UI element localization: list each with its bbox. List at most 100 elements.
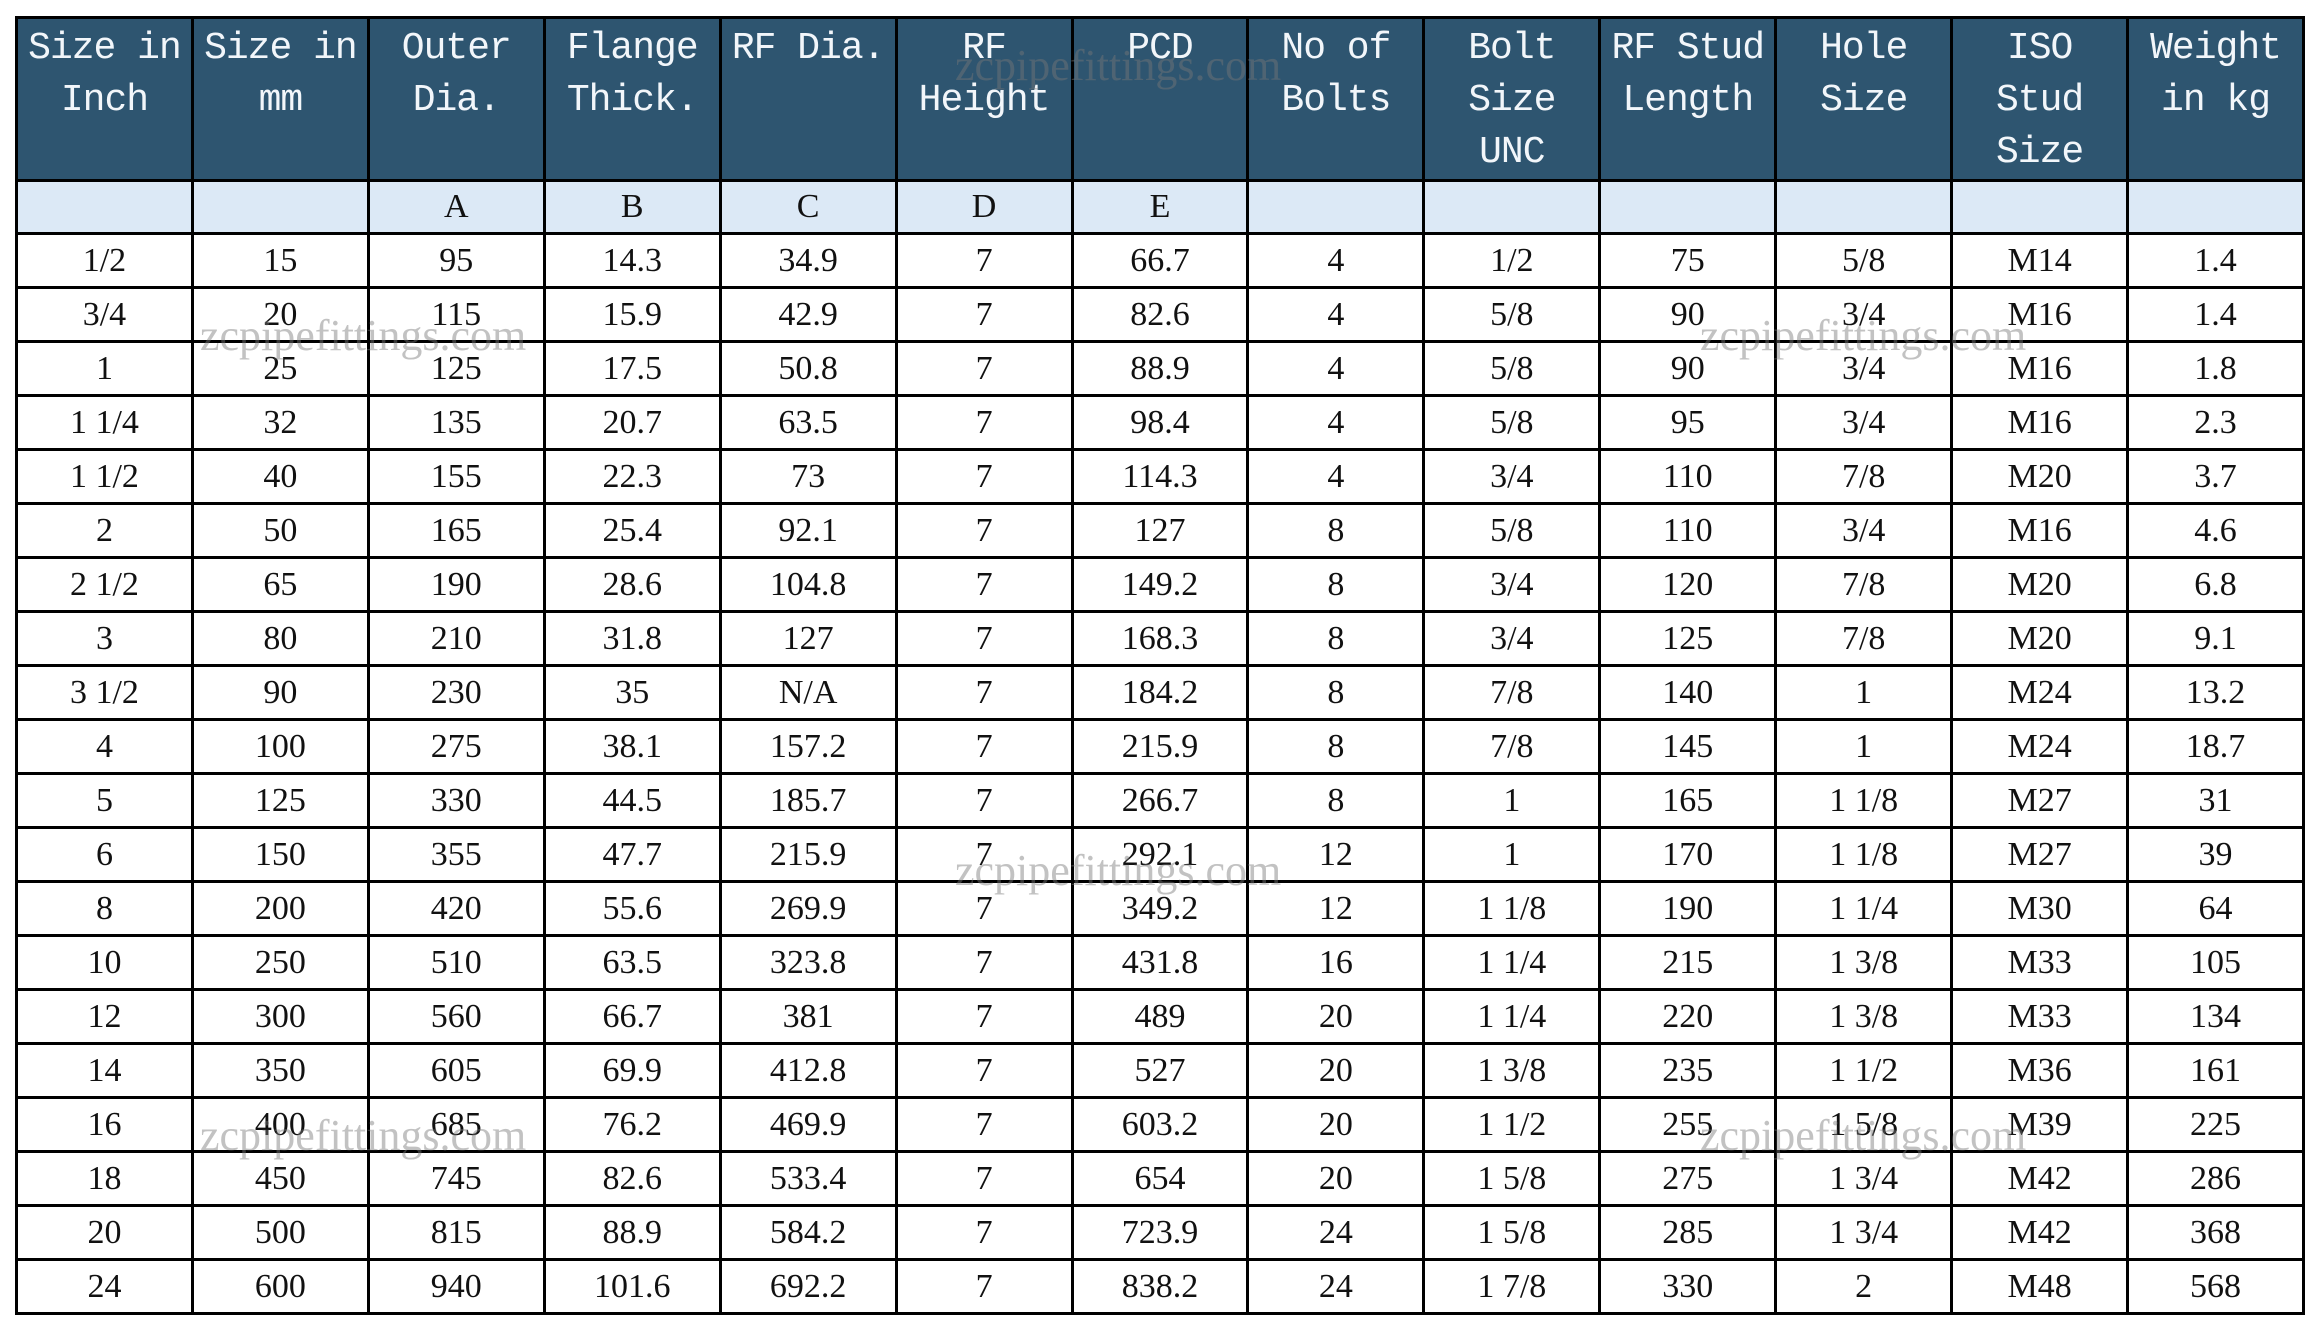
table-cell: M27	[1950, 826, 2130, 883]
table-cell: 200	[190, 880, 370, 937]
table-cell: 7	[894, 1204, 1074, 1261]
table-cell: 88.9	[542, 1204, 722, 1261]
table-cell: 500	[190, 1204, 370, 1261]
table-cell: 32	[190, 394, 370, 451]
table-row: 3/4 20 115 15.9 42.9 7 82.6 4 5/8 90 3/4 M16 1.4	[15, 286, 2305, 343]
table-row: 14 350 605 69.9 412.8 7 527 20 1 3/8 235 1 1/2 M36 1…	[15, 1042, 2305, 1099]
table-cell: 1 3/8	[1774, 934, 1954, 991]
table-cell: 533.4	[718, 1150, 898, 1207]
table-cell: 95	[1598, 394, 1778, 451]
table-cell: 18	[15, 1150, 194, 1207]
table-cell: M36	[1950, 1042, 2130, 1099]
table-cell: 190	[366, 556, 546, 613]
table-cell: 300	[190, 988, 370, 1045]
table-cell: 1	[15, 340, 194, 397]
table-cell: 145	[1598, 718, 1778, 775]
table-cell: 7	[894, 664, 1074, 721]
table-cell: 22.3	[542, 448, 722, 505]
table-cell: 125	[190, 772, 370, 829]
table-cell: 50	[190, 502, 370, 559]
table-cell: M48	[1950, 1258, 2130, 1315]
table-cell: M30	[1950, 880, 2130, 937]
table-cell: 1.4	[2126, 286, 2305, 343]
column-header: RF Height	[894, 16, 1074, 182]
table-cell: 1	[1422, 826, 1602, 883]
table-row: 12 300 560 66.7 381 7 489 20 1 1/4 220 1 3/8 M33 134	[15, 988, 2305, 1045]
table-cell: 168.3	[1070, 610, 1250, 667]
column-header: ISO Stud Size	[1950, 16, 2130, 182]
table-cell: 215	[1598, 934, 1778, 991]
table-cell: 255	[1598, 1096, 1778, 1153]
table-cell: 7/8	[1774, 556, 1954, 613]
table-cell: 66.7	[542, 988, 722, 1045]
table-cell: 1 3/8	[1774, 988, 1954, 1045]
table-cell: 20	[1246, 988, 1426, 1045]
table-cell: 28.6	[542, 556, 722, 613]
table-cell: M16	[1950, 340, 2130, 397]
table-cell: 38.1	[542, 718, 722, 775]
table-cell: 8	[15, 880, 194, 937]
table-cell: 16	[1246, 934, 1426, 991]
table-cell: 157.2	[718, 718, 898, 775]
table-cell: 3/4	[15, 286, 194, 343]
table-cell: 4	[15, 718, 194, 775]
table-cell: 20	[190, 286, 370, 343]
table-row: 24 600 940 101.6 692.2 7 838.2 24 1 7/8 330 2 M48 56…	[15, 1258, 2305, 1315]
table-cell: 1.4	[2126, 232, 2305, 289]
table-cell: 5/8	[1422, 394, 1602, 451]
table-cell: 31	[2126, 772, 2305, 829]
table-cell: 431.8	[1070, 934, 1250, 991]
dimension-letter: C	[718, 179, 898, 235]
table-cell: 266.7	[1070, 772, 1250, 829]
table-cell: 605	[366, 1042, 546, 1099]
table-cell: M24	[1950, 718, 2130, 775]
table-cell: 7/8	[1422, 718, 1602, 775]
table-cell: M39	[1950, 1096, 2130, 1153]
table-cell: 349.2	[1070, 880, 1250, 937]
table-cell: 39	[2126, 826, 2305, 883]
table-cell: 63.5	[718, 394, 898, 451]
table-cell: 355	[366, 826, 546, 883]
dimension-letter: B	[542, 179, 722, 235]
table-cell: 42.9	[718, 286, 898, 343]
table-cell: 3/4	[1774, 340, 1954, 397]
table-cell: 7	[894, 232, 1074, 289]
table-cell: 1	[1774, 664, 1954, 721]
table-cell: 47.7	[542, 826, 722, 883]
table-cell: 1 1/4	[1422, 988, 1602, 1045]
table-cell: 7	[894, 1096, 1074, 1153]
table-cell: M16	[1950, 286, 2130, 343]
table-cell: 1 7/8	[1422, 1258, 1602, 1315]
column-header: Hole Size	[1774, 16, 1954, 182]
table-cell: M14	[1950, 232, 2130, 289]
table-cell: 603.2	[1070, 1096, 1250, 1153]
table-cell: 20	[1246, 1042, 1426, 1099]
table-cell: 3.7	[2126, 448, 2305, 505]
table-cell: 7	[894, 1150, 1074, 1207]
table-cell: 110	[1598, 502, 1778, 559]
table-cell: 220	[1598, 988, 1778, 1045]
dimension-letter	[1422, 179, 1602, 235]
table-cell: 3/4	[1774, 502, 1954, 559]
table-cell: 140	[1598, 664, 1778, 721]
column-header: RF Stud Length	[1598, 16, 1778, 182]
table-cell: 65	[190, 556, 370, 613]
table-cell: 120	[1598, 556, 1778, 613]
table-cell: 170	[1598, 826, 1778, 883]
table-cell: 3/4	[1422, 556, 1602, 613]
table-cell: 8	[1246, 772, 1426, 829]
table-cell: 7	[894, 988, 1074, 1045]
table-cell: 20.7	[542, 394, 722, 451]
table-cell: M42	[1950, 1204, 2130, 1261]
table-row: 1 1/4 32 135 20.7 63.5 7 98.4 4 5/8 95 3/4 M16 2.3	[15, 394, 2305, 451]
table-row: 2 1/2 65 190 28.6 104.8 7 149.2 8 3/4 120 7/8 M20 6.…	[15, 556, 2305, 613]
dimension-letter	[2126, 179, 2305, 235]
table-cell: 1 1/8	[1774, 772, 1954, 829]
column-header: Weight in kg	[2126, 16, 2305, 182]
table-cell: 1 1/4	[1774, 880, 1954, 937]
table-cell: 2.3	[2126, 394, 2305, 451]
table-cell: 692.2	[718, 1258, 898, 1315]
table-cell: 3/4	[1422, 610, 1602, 667]
table-cell: 7	[894, 340, 1074, 397]
dimension-letter	[190, 179, 370, 235]
